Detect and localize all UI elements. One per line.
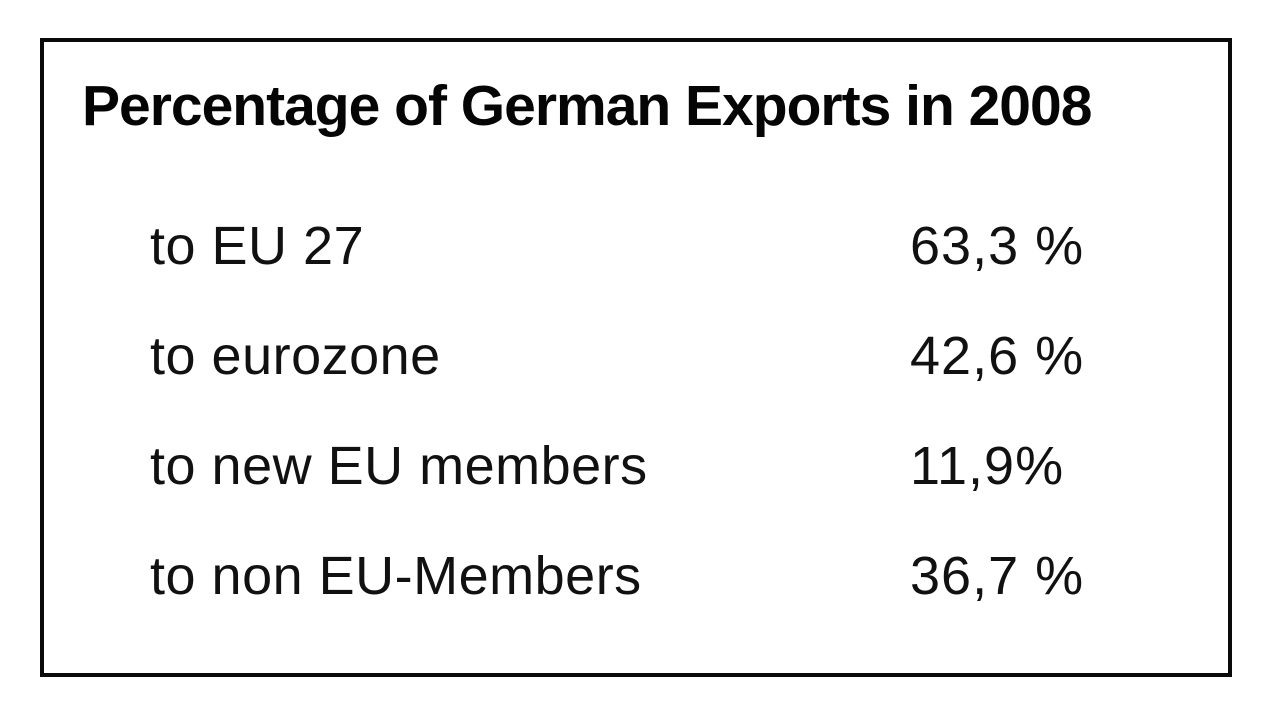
- table-row: to non EU-Members 36,7 %: [44, 549, 1228, 659]
- figure-title: Percentage of German Exports in 2008: [82, 74, 1092, 138]
- row-label-eu27: to EU 27: [150, 216, 365, 276]
- row-value-eurozone: 42,6 %: [910, 326, 1085, 386]
- row-label-non-eu-members: to non EU-Members: [150, 546, 642, 606]
- table-rows: to EU 27 63,3 % to eurozone 42,6 % to ne…: [44, 219, 1228, 659]
- row-value-new-eu-members: 11,9%: [910, 436, 1065, 496]
- row-value-non-eu-members: 36,7 %: [910, 546, 1085, 606]
- table-row: to eurozone 42,6 %: [44, 329, 1228, 439]
- row-label-new-eu-members: to new EU members: [150, 436, 648, 496]
- table-row: to EU 27 63,3 %: [44, 219, 1228, 329]
- table-frame: Percentage of German Exports in 2008 to …: [40, 38, 1232, 677]
- row-value-eu27: 63,3 %: [910, 216, 1085, 276]
- table-row: to new EU members 11,9%: [44, 439, 1228, 549]
- row-label-eurozone: to eurozone: [150, 326, 441, 386]
